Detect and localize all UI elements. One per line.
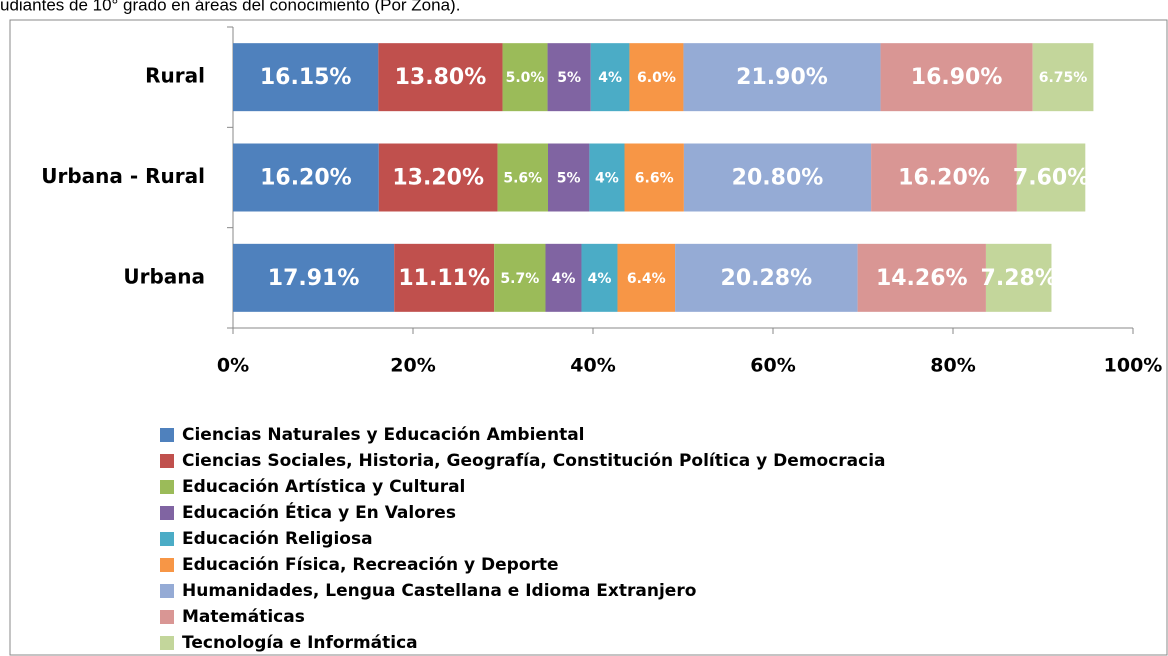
data-label: 16.20% — [898, 166, 990, 191]
data-label: 16.90% — [911, 65, 1003, 90]
legend-label: Ciencias Sociales, Historia, Geografía, … — [182, 451, 886, 471]
bar-segment — [394, 243, 495, 312]
data-label: 17.91% — [268, 266, 360, 291]
bar-segment — [581, 243, 618, 312]
data-label: 6.0% — [637, 70, 676, 86]
legend-label: Educación Física, Recreación y Deporte — [182, 555, 559, 575]
bar-segment — [675, 243, 858, 312]
legend-swatch — [160, 480, 174, 494]
data-label: 16.15% — [260, 65, 352, 90]
bar-segment — [1016, 143, 1086, 212]
bar-segment — [378, 143, 498, 212]
data-label: 5% — [557, 70, 581, 86]
bar-segment — [871, 143, 1017, 212]
chart-border — [9, 19, 1168, 656]
data-label: 5.0% — [506, 70, 545, 86]
data-label: 14.26% — [876, 266, 968, 291]
legend-swatch — [160, 558, 174, 572]
bar-segment — [683, 143, 872, 212]
category-label: Urbana — [123, 264, 205, 288]
data-label: 4% — [588, 271, 612, 287]
bar-segment — [233, 243, 395, 312]
bar-segment — [545, 243, 582, 312]
bar-segment — [548, 143, 590, 212]
chart-title: udiantes de 10° grado en áreas del conoc… — [0, 0, 460, 14]
bar-segment — [624, 143, 684, 212]
legend-label: Humanidades, Lengua Castellana e Idioma … — [182, 581, 696, 601]
x-tick-label: 0% — [217, 355, 249, 377]
legend-label: Tecnología e Informática — [182, 633, 418, 653]
legend-label: Matemáticas — [182, 607, 305, 627]
bar-segment — [880, 43, 1033, 112]
bar-segment — [1032, 43, 1094, 112]
bar-segment — [547, 43, 591, 112]
legend-swatch — [160, 428, 174, 442]
data-label: 13.20% — [392, 166, 484, 191]
bar-segment — [233, 143, 379, 212]
bar-segment — [378, 43, 503, 112]
legend-swatch — [160, 636, 174, 650]
category-label: Rural — [145, 64, 205, 88]
data-label: 4% — [595, 171, 619, 187]
legend-swatch — [160, 506, 174, 520]
legend-label: Educación Artística y Cultural — [182, 477, 465, 497]
bar-segment — [629, 43, 684, 112]
x-tick-label: 40% — [570, 355, 615, 377]
bar-segment — [233, 43, 379, 112]
legend-label: Ciencias Naturales y Educación Ambiental — [182, 425, 585, 445]
data-label: 4% — [552, 271, 576, 287]
data-label: 5.7% — [500, 271, 539, 287]
bar-segment — [590, 43, 630, 112]
category-label: Urbana - Rural — [41, 164, 205, 188]
legend-swatch — [160, 454, 174, 468]
legend-label: Educación Ética y En Valores — [182, 501, 456, 523]
x-tick-label: 60% — [750, 355, 795, 377]
bar-segment — [494, 243, 546, 312]
bar-segment — [502, 43, 548, 112]
data-label: 7.28% — [981, 266, 1057, 291]
data-label: 16.20% — [260, 166, 352, 191]
legend-swatch — [160, 584, 174, 598]
bar-segment — [497, 143, 548, 212]
legend-label: Educación Religiosa — [182, 529, 373, 549]
legend-swatch — [160, 610, 174, 624]
bar-segment — [857, 243, 986, 312]
bar-segment — [589, 143, 625, 212]
legend-swatch — [160, 532, 174, 546]
x-tick-label: 20% — [390, 355, 435, 377]
bar-segment — [985, 243, 1052, 312]
bar-segment — [617, 243, 676, 312]
data-label: 20.80% — [732, 166, 824, 191]
data-label: 11.11% — [398, 266, 490, 291]
data-label: 6.6% — [635, 171, 674, 187]
x-tick-label: 80% — [930, 355, 975, 377]
data-label: 6.75% — [1039, 70, 1088, 86]
data-label: 4% — [598, 70, 622, 86]
data-label: 5% — [557, 171, 581, 187]
data-label: 5.6% — [503, 171, 542, 187]
data-label: 20.28% — [721, 266, 813, 291]
data-label: 7.60% — [1013, 166, 1089, 191]
data-label: 21.90% — [736, 65, 828, 90]
data-label: 13.80% — [395, 65, 487, 90]
x-tick-label: 100% — [1104, 355, 1163, 377]
data-label: 6.4% — [627, 271, 666, 287]
bar-segment — [683, 43, 881, 112]
